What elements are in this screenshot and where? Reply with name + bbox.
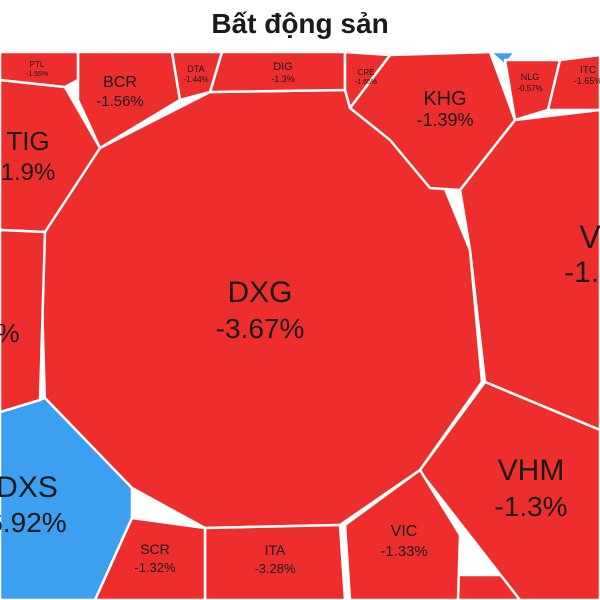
cell-ticker-tig: TIG <box>6 126 49 156</box>
cell-change-cre: -1.65% <box>355 79 377 86</box>
cell-ticker-scr: SCR <box>140 541 170 557</box>
cell-shape-unlabeled <box>0 228 47 414</box>
cell-ticker-dxg: DXG <box>227 276 292 309</box>
cell-change-bcr: -1.56% <box>96 93 144 110</box>
cell-ticker-nlg: NLG <box>521 72 540 82</box>
cell-change-dta: -1.44% <box>183 75 208 84</box>
cell-ticker-v: V <box>579 219 600 255</box>
cell-change-scr: -1.32% <box>134 560 176 575</box>
cell-shape-khg <box>348 50 517 192</box>
cell-ticker-vic: VIC <box>391 523 418 540</box>
cell-shape-ptl <box>0 50 80 89</box>
cell-ticker-cre: CRE <box>358 68 375 77</box>
cell-change-ita: -3.28% <box>254 561 296 576</box>
treemap-cell-dxs[interactable]: DXS6.92% <box>0 396 134 600</box>
treemap-cell-ita[interactable]: ITA -3.28% <box>203 523 347 600</box>
cell-change-ptl: -1.55% <box>26 71 48 78</box>
treemap-cell-tig[interactable]: TIG 1.9% <box>0 78 102 234</box>
treemap-cell-nlg[interactable]: NLG -0.57% <box>503 58 562 122</box>
cell-ticker-dta: DTA <box>187 64 204 74</box>
cell-shape-cre <box>343 50 392 110</box>
treemap-cell-v[interactable]: V-1.4 <box>458 108 600 432</box>
cell-ticker-dxs: DXS <box>0 471 58 504</box>
cell-ticker-ptl: PTL <box>30 60 45 69</box>
cell-change-unlabeled: % <box>0 318 20 348</box>
cell-shape-scr <box>93 516 207 600</box>
cell-ticker-bcr: BCR <box>103 74 137 91</box>
cell-shape-dta <box>170 50 224 102</box>
treemap-cell-itc[interactable]: ITC-1.65% <box>546 53 600 112</box>
treemap-cell-unlabeled[interactable]: % <box>0 228 47 414</box>
cell-ticker-dig: DIG <box>273 61 293 73</box>
treemap-cell-ptl[interactable]: PTL -1.55% <box>0 50 80 89</box>
cell-change-itc: -1.65% <box>574 76 600 86</box>
treemap-cell-bcr[interactable]: BCR -1.56% <box>76 50 182 150</box>
cell-change-khg: -1.39% <box>416 110 473 130</box>
cell-ticker-khg: KHG <box>423 88 466 110</box>
treemap-cell-cre[interactable]: CRE -1.65% <box>343 50 392 110</box>
treemap-cell-scr[interactable]: SCR -1.32% <box>93 516 207 600</box>
treemap-cell-khg[interactable]: KHG-1.39% <box>348 50 517 192</box>
cell-shape-vic <box>343 468 462 600</box>
unlabeled-cell-top <box>488 50 517 67</box>
cell-shape-itc <box>546 53 600 112</box>
cell-change-tig: 1.9% <box>1 159 56 186</box>
cell-change-dig: -1.3% <box>271 74 295 84</box>
cell-change-vhm: -1.3% <box>494 491 567 522</box>
treemap-cell-dta[interactable]: DTA-1.44% <box>170 50 224 102</box>
cell-change-dxg: -3.67% <box>216 313 305 344</box>
cell-change-v: -1.4 <box>564 256 600 289</box>
cell-change-vic: -1.33% <box>380 543 428 560</box>
cell-shape-bcr <box>76 50 182 150</box>
treemap-cell-dig[interactable]: DIG-1.3% <box>208 50 347 94</box>
chart-title: Bất động sản <box>211 8 389 39</box>
treemap-cell-vhm[interactable]: VHM -1.3% <box>418 380 600 600</box>
cell-ticker-ita: ITA <box>265 542 286 558</box>
cell-ticker-itc: ITC <box>580 65 596 76</box>
cell-change-dxs: 6.92% <box>0 507 67 538</box>
cell-ticker-vhm: VHM <box>498 454 565 487</box>
cell-change-nlg: -0.57% <box>517 84 542 93</box>
treemap-cell-vic[interactable]: VIC -1.33% <box>343 468 462 600</box>
